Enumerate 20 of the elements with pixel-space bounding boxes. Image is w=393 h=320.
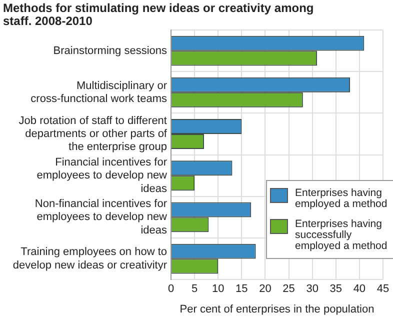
y-tick-label: Non-financial incentives for employees to develop new ideas [34, 198, 168, 236]
x-tick-label: 0 [168, 283, 174, 296]
x-axis-title: Per cent of enterprises in the population [180, 303, 374, 316]
x-tick-label: 15 [236, 283, 248, 296]
x-tick-label: 35 [330, 283, 342, 296]
x-tick-label: 40 [353, 283, 366, 296]
x-tick-label: 45 [376, 283, 390, 296]
y-tick-label: Multidisciplinary or cross-functional work teams [30, 80, 168, 106]
legend-label: Enterprises having employed a method [295, 187, 388, 210]
legend-label: Enterprises having successfully employed a method [295, 218, 388, 252]
x-tick-label: 5 [191, 283, 198, 296]
y-tick-label: Job rotation of staff to different departments or other parts of the enterprise group [18, 114, 168, 154]
x-tick-label: 25 [282, 283, 295, 296]
y-tick-label: Financial incentives for employees to develop new ideas [36, 156, 168, 195]
chart-title: Methods for stimulating new ideas or creativity among staff. 2008-2010 [3, 1, 315, 28]
y-tick-label: Training employees on how to develop new ideas or creativityr [12, 246, 168, 272]
x-tick-label: 10 [212, 283, 224, 296]
x-tick-label: 20 [259, 283, 272, 296]
x-tick-label: 30 [306, 283, 318, 296]
y-tick-label: Brainstorming sessions [53, 44, 168, 57]
